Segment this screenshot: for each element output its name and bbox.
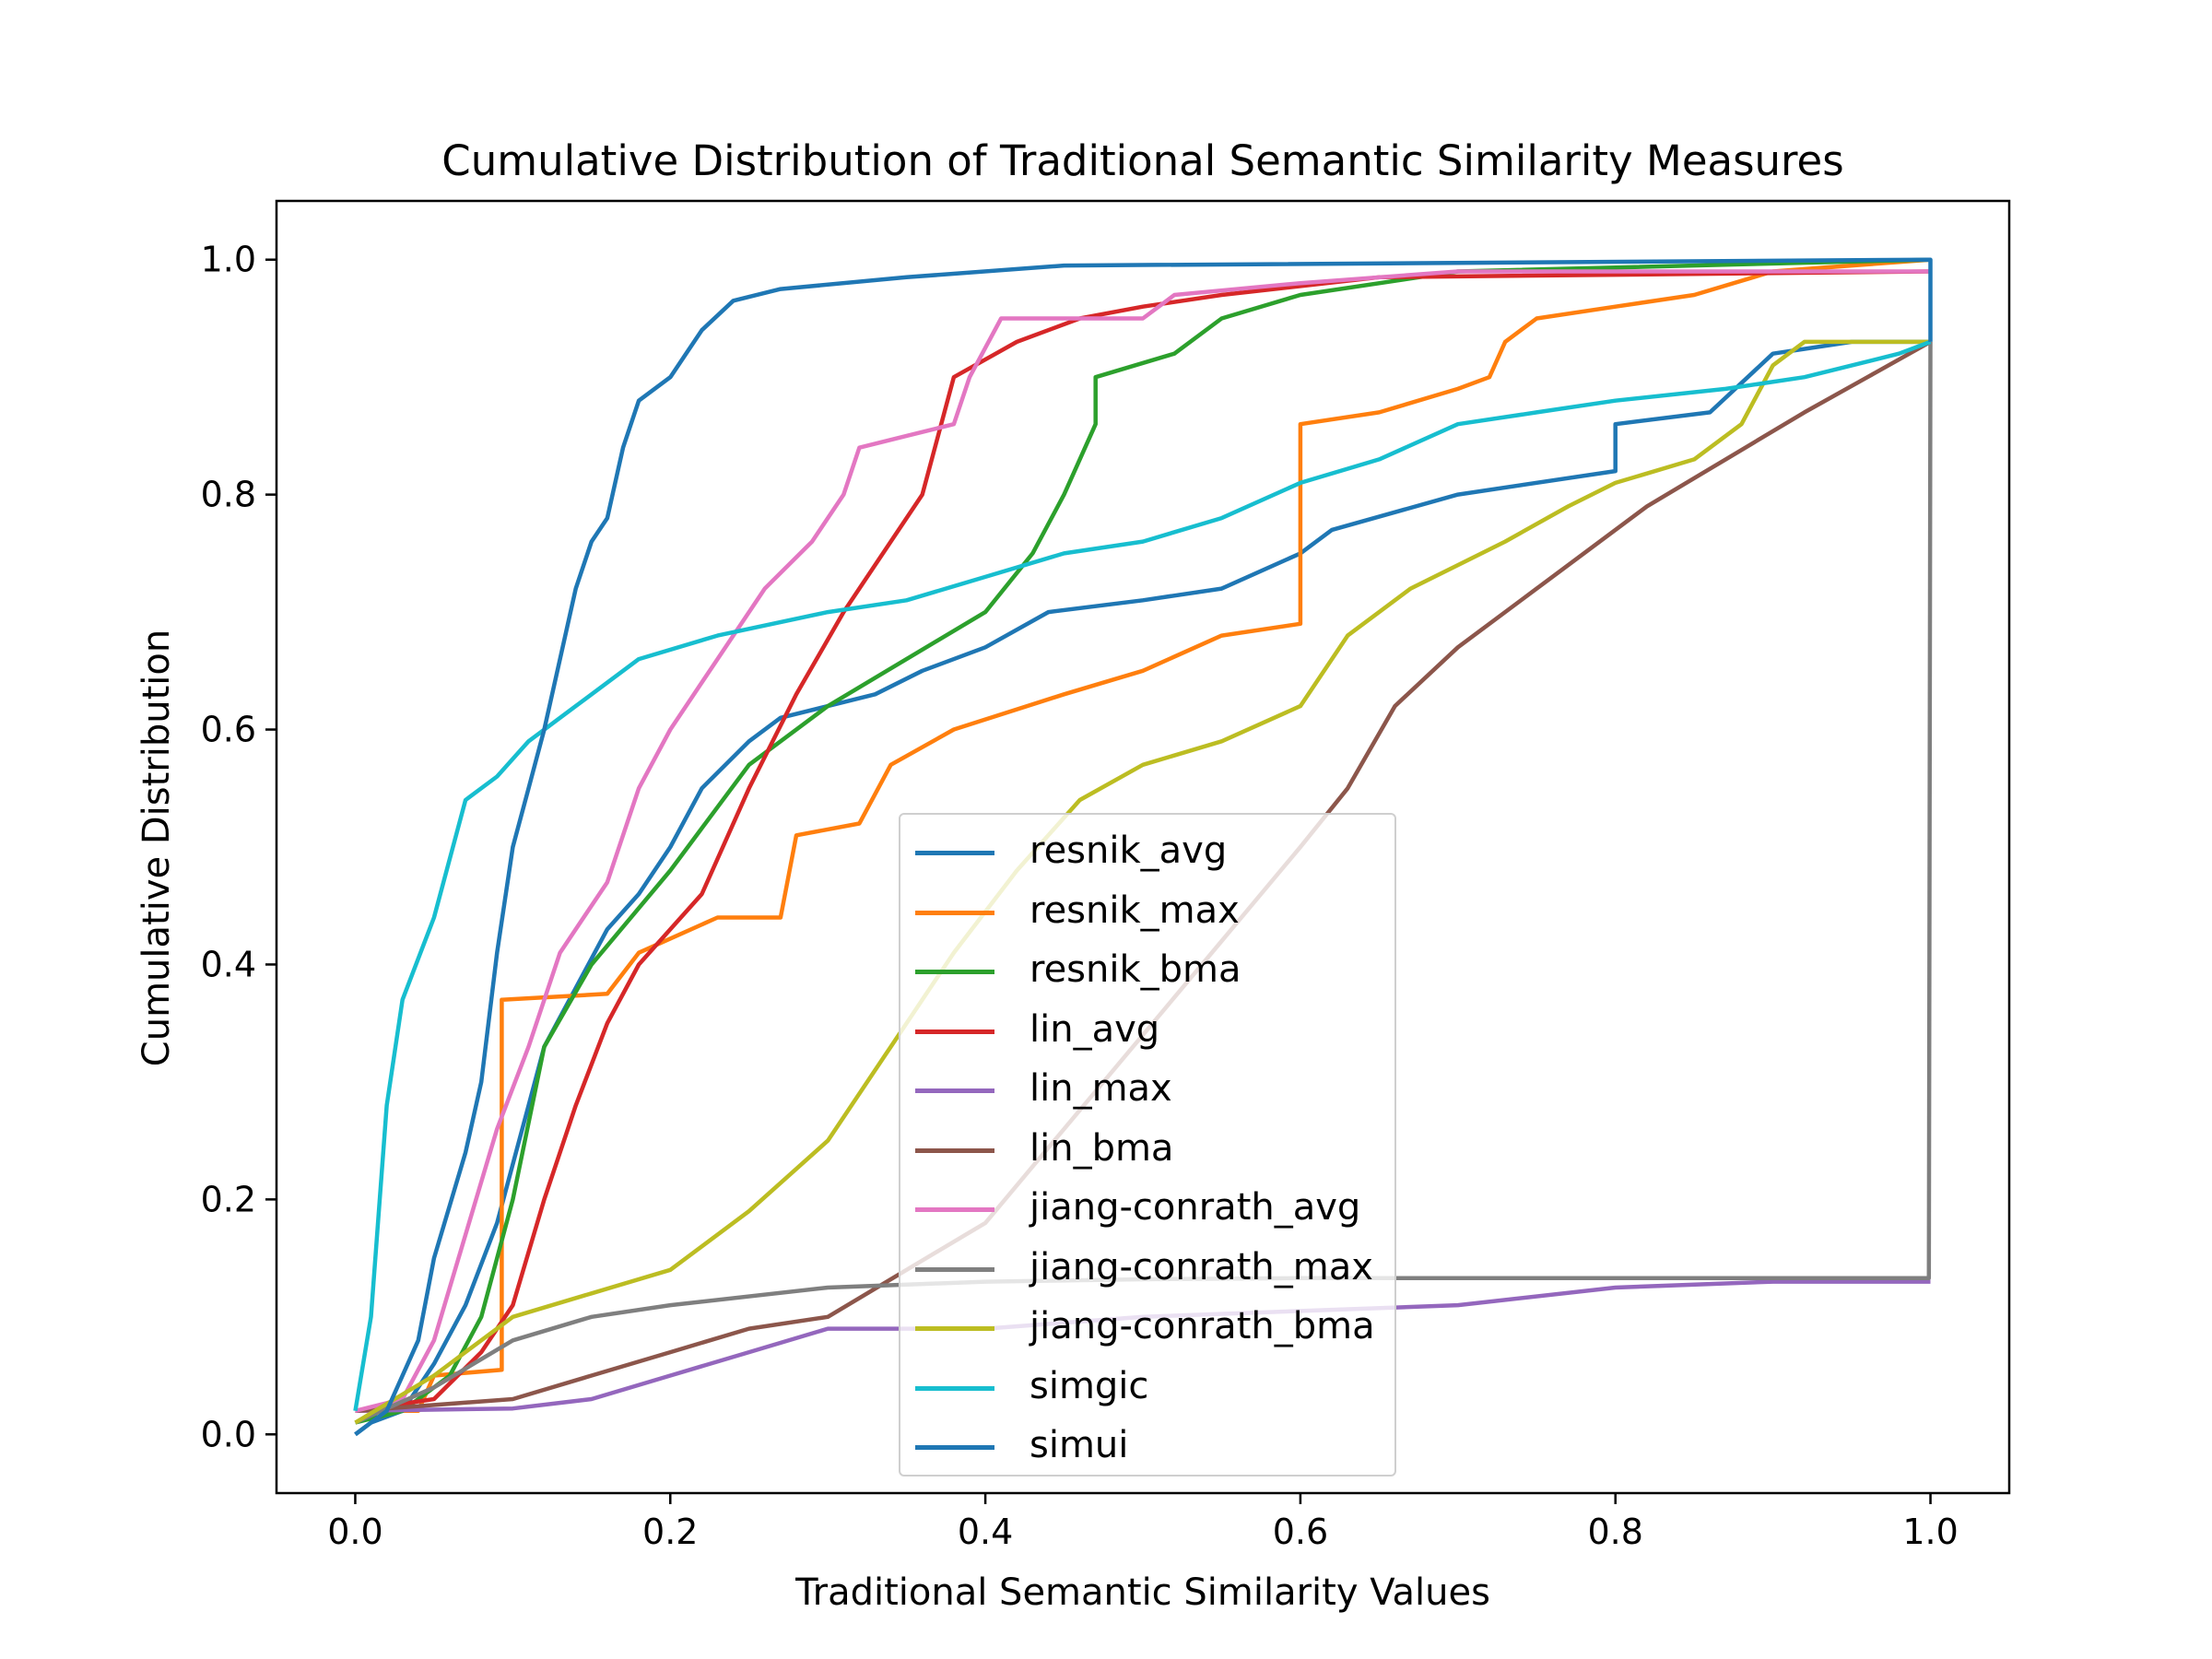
y-axis: 0.0 0.2 0.4 0.6 0.8 1.0: [201, 240, 276, 1454]
legend-swatch: [915, 1207, 994, 1212]
legend-label: jiang-conrath_bma: [1030, 1305, 1375, 1347]
legend-item-lin_max: lin_max: [913, 1062, 1393, 1121]
x-axis-label: Traditional Semantic Similarity Values: [795, 1571, 1490, 1614]
legend-label: simgic: [1030, 1364, 1149, 1407]
legend-item-simgic: simgic: [913, 1359, 1393, 1418]
x-tick-label: 0.4: [958, 1512, 1013, 1552]
legend-item-lin_bma: lin_bma: [913, 1122, 1393, 1181]
legend-swatch: [915, 1385, 994, 1391]
legend-label: lin_avg: [1030, 1007, 1160, 1051]
series-line-jiang-conrath_bma: [354, 339, 1931, 1425]
y-tick-label: 0.4: [201, 944, 256, 984]
legend-swatch: [915, 1147, 994, 1153]
y-tick-label: 0.8: [201, 475, 256, 515]
x-tick-label: 0.6: [1273, 1512, 1328, 1552]
legend-swatch: [915, 1445, 994, 1450]
y-axis-label: Cumulative Distribution: [135, 629, 178, 1067]
x-tick-label: 0.2: [642, 1512, 698, 1552]
legend-item-jiang-conrath_bma: jiang-conrath_bma: [913, 1300, 1393, 1359]
legend-item-simui: simui: [913, 1418, 1393, 1477]
x-tick-label: 0.0: [327, 1512, 382, 1552]
legend-label: resnik_bma: [1030, 948, 1241, 991]
legend-label: lin_max: [1030, 1067, 1172, 1110]
series-line-resnik_max: [355, 257, 1931, 1414]
legend-swatch: [915, 910, 994, 915]
chart-title: Cumulative Distribution of Traditional S…: [441, 136, 1844, 185]
legend-label: resnik_max: [1030, 888, 1240, 932]
x-tick-label: 0.8: [1588, 1512, 1643, 1552]
legend-label: resnik_avg: [1030, 830, 1228, 872]
y-tick-label: 0.2: [201, 1179, 256, 1219]
x-tick-label: 1.0: [1902, 1512, 1958, 1552]
series-line-simgic: [353, 339, 1932, 1412]
legend-swatch: [915, 851, 994, 855]
legend-swatch: [915, 1326, 994, 1331]
legend-label: simui: [1030, 1424, 1129, 1466]
y-tick-label: 0.6: [201, 710, 256, 750]
x-axis: 0.0 0.2 0.4 0.6 0.8 1.0: [327, 1493, 1959, 1552]
series-line-lin_avg: [355, 269, 1931, 1414]
legend-label: jiang-conrath_max: [1030, 1245, 1373, 1288]
legend-swatch: [915, 1266, 994, 1272]
legend-label: lin_bma: [1030, 1126, 1174, 1170]
axes-frame: [275, 199, 2011, 1495]
legend-swatch: [915, 1029, 994, 1034]
legend-item-resnik_bma: resnik_bma: [913, 943, 1393, 1002]
series-layer: [353, 257, 1933, 1437]
y-tick-label: 1.0: [201, 240, 256, 280]
series-line-simui: [354, 257, 1933, 1437]
series-line-resnik_bma: [354, 257, 1931, 1425]
legend-item-jiang-conrath_max: jiang-conrath_max: [913, 1241, 1393, 1300]
legend-swatch: [915, 970, 994, 974]
series-line-jiang-conrath_avg: [354, 269, 1931, 1413]
legend-item-resnik_avg: resnik_avg: [913, 824, 1393, 883]
legend-item-lin_avg: lin_avg: [913, 1003, 1393, 1062]
y-tick-label: 0.0: [201, 1414, 256, 1454]
legend-item-jiang-conrath_avg: jiang-conrath_avg: [913, 1181, 1393, 1240]
legend-swatch: [915, 1088, 994, 1093]
legend-item-resnik_max: resnik_max: [913, 884, 1393, 943]
legend-label: jiang-conrath_avg: [1030, 1186, 1361, 1229]
